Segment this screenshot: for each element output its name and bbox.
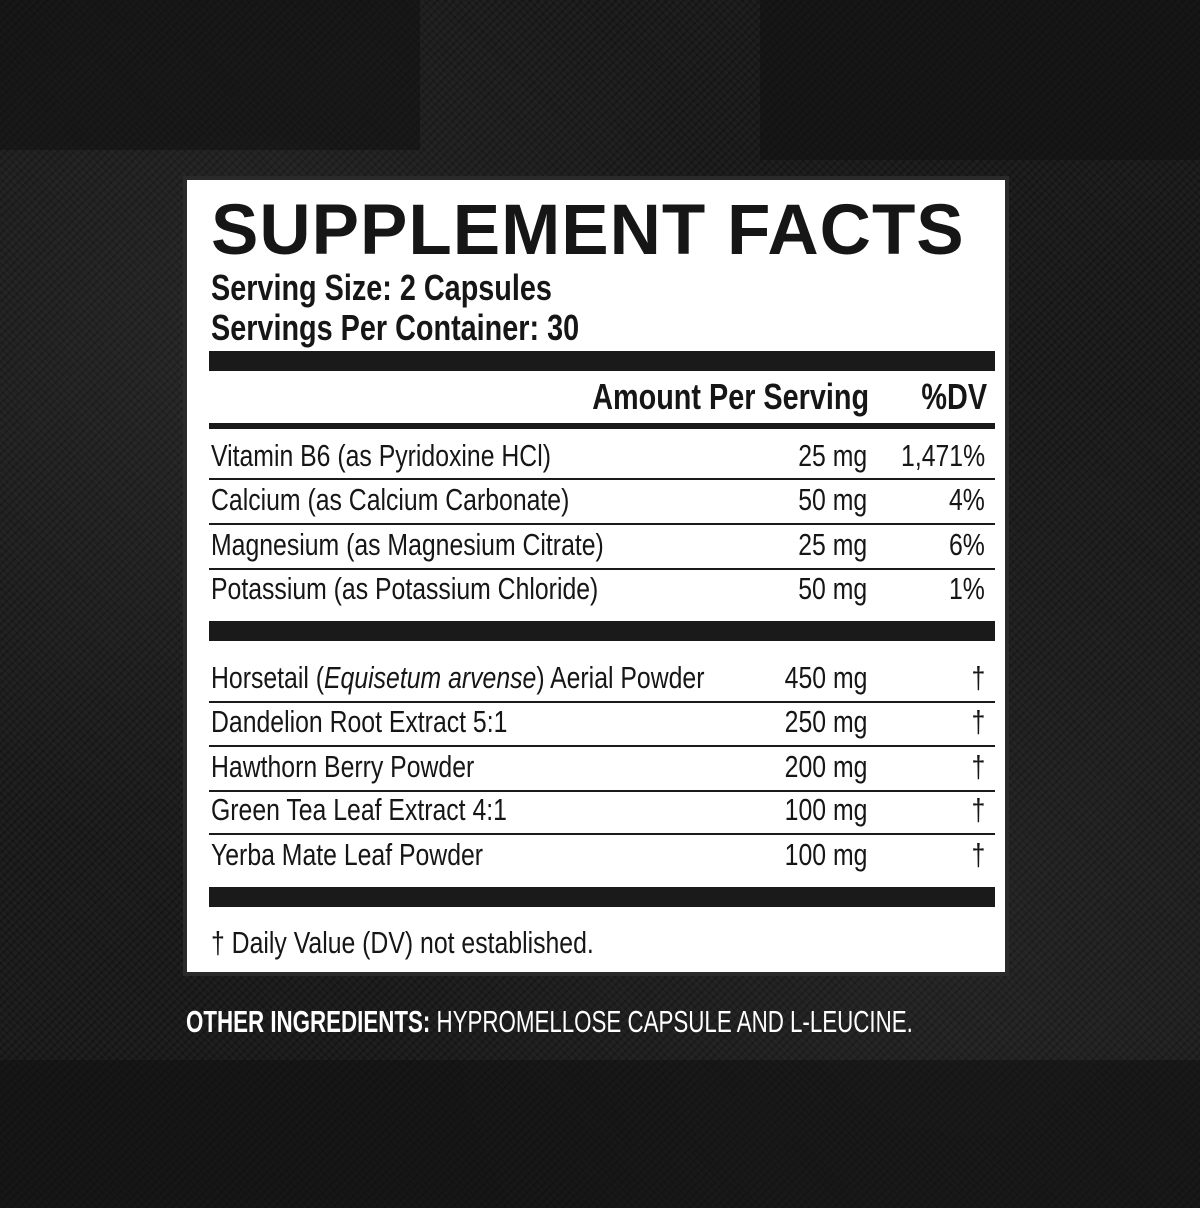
ingredient-dv: 1,471% [900,438,985,473]
ingredient-name: Calcium (as Calcium Carbonate) [211,482,570,517]
background-shape [0,1060,1200,1208]
supplement-facts-panel: SUPPLEMENT FACTS Serving Size: 2 Capsule… [183,176,1009,976]
ingredient-amount: 50 mg [798,571,867,606]
row-separator [209,478,995,480]
dagger-symbol: † [971,704,985,739]
ingredient-name: Dandelion Root Extract 5:1 [211,704,508,739]
ingredient-name: Yerba Mate Leaf Powder [211,837,484,872]
header-amount: Amount Per Serving [592,376,869,417]
row-separator [209,745,995,747]
ingredient-name: Vitamin B6 (as Pyridoxine HCl) [211,438,551,473]
divider-thick [209,621,995,641]
ingredient-name: Green Tea Leaf Extract 4:1 [211,792,507,827]
row-separator [209,790,995,792]
background-shape [0,0,420,150]
ingredient-dv: 6% [949,527,985,562]
ingredient-amount: 25 mg [798,527,867,562]
serving-size: Serving Size: 2 Capsules [211,267,552,308]
ingredient-name: Magnesium (as Magnesium Citrate) [211,527,604,562]
row-separator [209,568,995,570]
divider-thick [209,351,995,371]
row-separator [209,523,995,525]
ingredient-amount: 450 mg [784,660,867,695]
other-ingredients-value: HYPROMELLOSE CAPSULE AND L-LEUCINE. [436,1004,913,1039]
footnote: † Daily Value (DV) not established. [211,925,594,960]
ingredient-amount: 100 mg [784,837,867,872]
dagger-symbol: † [971,660,985,695]
header-dv: %DV [921,376,987,417]
ingredient-amount: 50 mg [798,482,867,517]
ingredient-name: Horsetail (Equisetum arvense) Aerial Pow… [211,660,705,695]
background-shape [760,0,1200,160]
dagger-symbol: † [971,792,985,827]
dagger-symbol: † [971,837,985,872]
ingredient-name: Hawthorn Berry Powder [211,749,475,784]
panel-title: SUPPLEMENT FACTS [211,191,965,270]
row-separator [209,833,995,835]
ingredient-dv: 1% [949,571,985,606]
ingredient-name: Potassium (as Potassium Chloride) [211,571,599,606]
dagger-symbol: † [971,749,985,784]
ingredient-amount: 200 mg [784,749,867,784]
ingredient-dv: 4% [949,482,985,517]
divider-thick [209,887,995,907]
row-separator [209,701,995,703]
other-ingredients: OTHER INGREDIENTS: HYPROMELLOSE CAPSULE … [186,1004,1195,1040]
other-ingredients-label: OTHER INGREDIENTS: [186,1004,431,1039]
servings-per-container: Servings Per Container: 30 [211,307,580,348]
ingredient-amount: 250 mg [784,704,867,739]
ingredient-amount: 25 mg [798,438,867,473]
ingredient-amount: 100 mg [784,792,867,827]
divider-thin [209,423,995,429]
